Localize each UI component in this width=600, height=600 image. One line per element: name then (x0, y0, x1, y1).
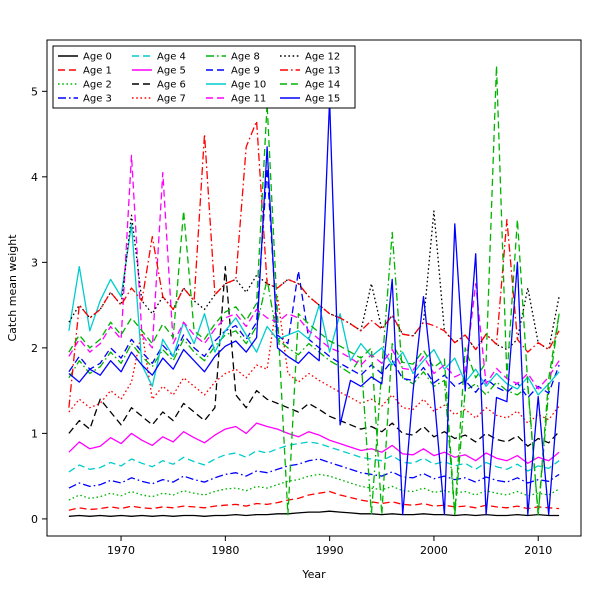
x-tick-label: 2000 (420, 544, 448, 557)
series-line-age-0 (68, 510, 560, 517)
legend-label: Age 4 (157, 52, 186, 63)
legend-label: Age 14 (305, 80, 340, 91)
legend-label: Age 11 (231, 94, 266, 105)
x-tick-label: 1990 (316, 544, 344, 557)
legend-label: Age 10 (231, 80, 266, 91)
series-line-age-8 (68, 231, 560, 516)
legend-label: Age 2 (83, 80, 112, 91)
series-line-age-5 (68, 422, 560, 464)
legend-label: Age 0 (83, 52, 112, 63)
series-line-age-13 (68, 120, 560, 408)
legend-label: Age 15 (305, 94, 340, 105)
series-line-age-10 (68, 223, 560, 396)
series-line-age-6 (68, 265, 560, 447)
legend-label: Age 13 (305, 66, 340, 77)
y-axis-title: Catch mean weight (6, 234, 19, 342)
series-line-age-9 (68, 167, 560, 399)
series-line-age-14 (68, 65, 560, 516)
plot-frame (46, 39, 582, 537)
legend-label: Age 9 (231, 66, 260, 77)
legend-label: Age 7 (157, 94, 186, 105)
y-tick-label: 3 (31, 256, 38, 269)
series-line-age-2 (68, 473, 560, 501)
x-axis-title: Year (302, 568, 326, 581)
series-line-age-1 (68, 490, 560, 511)
y-tick-label: 1 (31, 427, 38, 440)
y-tick-label: 0 (31, 513, 38, 526)
legend-label: Age 12 (305, 52, 340, 63)
y-tick-label: 2 (31, 342, 38, 355)
legend-label: Age 3 (83, 94, 112, 105)
legend-label: Age 5 (157, 66, 186, 77)
legend-box (52, 45, 356, 109)
x-tick-label: 2010 (524, 544, 552, 557)
y-tick-label: 5 (31, 85, 38, 98)
legend-label: Age 1 (83, 66, 112, 77)
x-tick-label: 1970 (107, 544, 135, 557)
y-tick-label: 4 (31, 171, 38, 184)
x-tick-label: 1980 (211, 544, 239, 557)
series-line-age-15 (68, 99, 560, 516)
series-line-age-4 (68, 441, 560, 473)
series-line-age-7 (68, 295, 560, 424)
series-line-age-11 (68, 154, 560, 390)
legend-label: Age 8 (231, 52, 260, 63)
legend-label: Age 6 (157, 80, 186, 91)
